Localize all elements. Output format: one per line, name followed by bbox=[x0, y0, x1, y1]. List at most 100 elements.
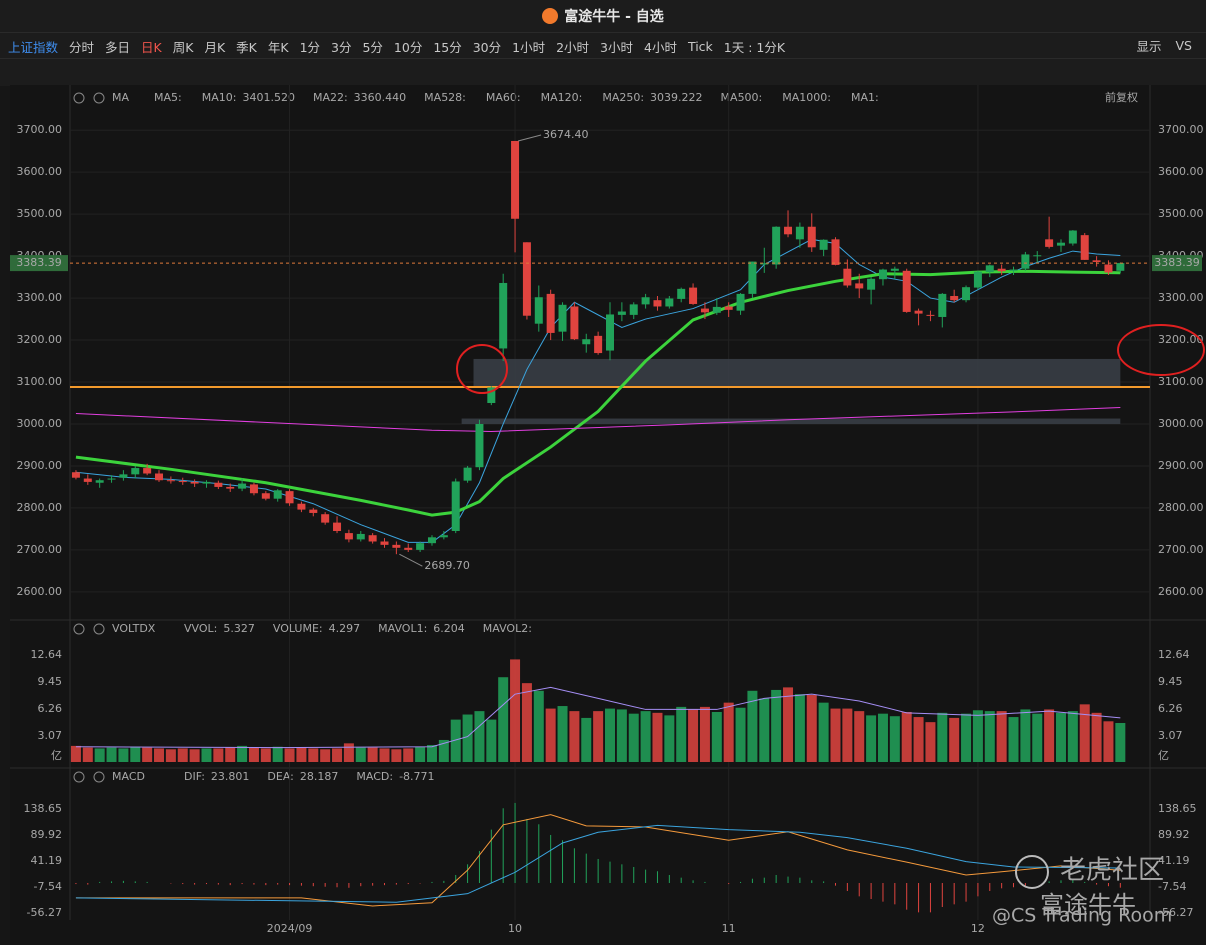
period-button[interactable]: 1天 : 1分K bbox=[723, 39, 786, 55]
volume-bar bbox=[557, 706, 568, 762]
candle-body bbox=[71, 472, 80, 478]
volume-bar bbox=[486, 719, 497, 762]
period-button[interactable]: 2小时 bbox=[556, 39, 590, 55]
settings-icon bbox=[73, 623, 85, 635]
candle-body bbox=[985, 265, 994, 273]
volume-bar bbox=[248, 747, 259, 762]
volume-bar bbox=[415, 746, 426, 762]
candle-body bbox=[273, 490, 282, 499]
candle-body bbox=[973, 271, 982, 288]
candle-body bbox=[475, 423, 484, 468]
candle-body bbox=[534, 297, 543, 324]
legend-label: VVOL: bbox=[184, 622, 217, 635]
candle-body bbox=[890, 268, 899, 271]
legend-label: MA10: bbox=[202, 91, 237, 104]
period-button[interactable]: 30分 bbox=[472, 39, 502, 55]
volume-bar bbox=[866, 715, 877, 762]
volume-bar bbox=[783, 687, 794, 762]
candle-body bbox=[297, 503, 306, 510]
y-tick-label: 89.92 bbox=[1158, 828, 1190, 841]
volume-bar bbox=[260, 748, 271, 762]
volume-bar bbox=[438, 739, 449, 762]
volume-bar bbox=[70, 745, 81, 762]
last-price-box bbox=[1152, 255, 1202, 272]
volume-bar bbox=[711, 711, 722, 762]
volume-bar bbox=[842, 708, 853, 762]
period-button[interactable]: 年K bbox=[267, 39, 289, 55]
chart: MA MA5: MA10: 3401.520 MA22: 3360.440 MA528: MA… bbox=[10, 85, 1206, 945]
period-button[interactable]: 分时 bbox=[69, 39, 95, 55]
period-button[interactable]: 4小时 bbox=[644, 39, 677, 55]
volume-bar bbox=[1067, 711, 1078, 762]
candle-body bbox=[997, 268, 1006, 272]
candle-body bbox=[333, 522, 342, 532]
candle-body bbox=[1033, 255, 1042, 257]
volume-bar bbox=[1079, 704, 1090, 762]
candle-body bbox=[546, 293, 555, 333]
period-button[interactable]: 10分 bbox=[393, 39, 423, 55]
volume-bar bbox=[889, 716, 900, 762]
period-button[interactable]: 1小时 bbox=[512, 39, 546, 55]
period-button[interactable]: 15分 bbox=[433, 39, 462, 55]
legend-label: MA250: bbox=[602, 91, 644, 104]
volume-bar bbox=[901, 711, 912, 762]
volume-bar bbox=[533, 690, 544, 762]
volume-bar bbox=[474, 711, 485, 762]
y-tick-label: -56.27 bbox=[27, 906, 62, 919]
drawing-toolbar bbox=[0, 58, 1206, 86]
ma-line bbox=[75, 238, 1121, 543]
display-button[interactable]: 显示 bbox=[1136, 38, 1162, 54]
x-tick-label: 11 bbox=[722, 922, 736, 935]
candle-body bbox=[166, 480, 175, 482]
candle-body bbox=[249, 484, 258, 494]
candle-body bbox=[344, 533, 353, 540]
volume-bar bbox=[972, 710, 983, 762]
legend-label: MA5: bbox=[154, 91, 182, 104]
volume-bar bbox=[130, 746, 141, 762]
period-button[interactable]: 月K bbox=[204, 39, 226, 55]
candle-body bbox=[321, 514, 330, 523]
volume-bar bbox=[877, 713, 888, 762]
price-zone bbox=[473, 358, 1121, 388]
period-button[interactable]: 3分 bbox=[331, 39, 352, 55]
volume-bar bbox=[332, 748, 343, 762]
candle-body bbox=[190, 481, 199, 484]
candle-body bbox=[1104, 264, 1113, 273]
period-button[interactable]: 5分 bbox=[362, 39, 383, 55]
volume-bar bbox=[1008, 717, 1019, 762]
symbol-button[interactable]: 上证指数 bbox=[8, 39, 59, 55]
volume-bar bbox=[308, 748, 319, 762]
period-button[interactable]: 周K bbox=[172, 39, 194, 55]
period-button[interactable]: 日K bbox=[141, 39, 162, 55]
volume-bar bbox=[1055, 712, 1066, 762]
highlight-circle bbox=[456, 344, 508, 394]
close-icon bbox=[93, 92, 105, 104]
y-tick-label: 3000.00 bbox=[1158, 417, 1204, 430]
period-button[interactable]: 1分 bbox=[299, 39, 321, 55]
legend-value: 3360.440 bbox=[354, 91, 407, 104]
period-button[interactable]: 季K bbox=[236, 39, 257, 55]
candle-body bbox=[724, 306, 733, 310]
candle-body bbox=[665, 298, 674, 307]
ma-line bbox=[75, 269, 1121, 517]
candle-body bbox=[772, 226, 781, 265]
volume-bar bbox=[343, 743, 354, 762]
y-tick-label: 2900.00 bbox=[17, 459, 63, 472]
volume-bar bbox=[996, 711, 1007, 762]
legend-value: 4.297 bbox=[329, 622, 361, 635]
period-button[interactable]: 3小时 bbox=[600, 39, 633, 55]
legend-value: 3039.222 bbox=[650, 91, 703, 104]
candle-body bbox=[831, 239, 840, 265]
volume-bar bbox=[106, 747, 117, 762]
period-button[interactable]: Tick bbox=[687, 38, 713, 54]
candle-body bbox=[439, 535, 448, 538]
candle-body bbox=[95, 480, 104, 483]
legend-value: 5.327 bbox=[223, 622, 255, 635]
volume-bar bbox=[818, 702, 829, 762]
y-tick-label: 138.65 bbox=[1158, 802, 1197, 815]
volume-bar bbox=[367, 747, 378, 762]
candle-body bbox=[1009, 269, 1018, 271]
period-button[interactable]: 多日 bbox=[105, 39, 131, 55]
vs-button[interactable]: VS bbox=[1175, 37, 1193, 53]
candle-body bbox=[712, 306, 721, 313]
